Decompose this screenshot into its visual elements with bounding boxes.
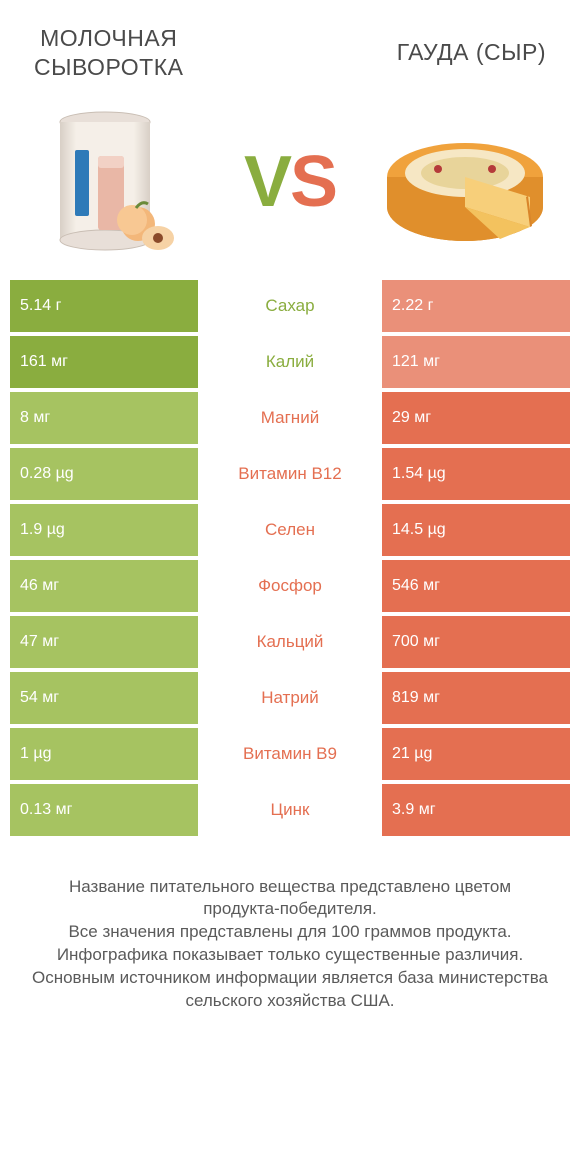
value-right: 21 µg: [382, 728, 570, 780]
table-row: 46 мгФосфор546 мг: [10, 560, 570, 612]
images-row: VS: [0, 82, 580, 280]
table-row: 161 мгКалий121 мг: [10, 336, 570, 388]
nutrient-label: Витамин B12: [198, 448, 382, 500]
value-left: 5.14 г: [10, 280, 198, 332]
table-row: 8 мгМагний29 мг: [10, 392, 570, 444]
value-left: 8 мг: [10, 392, 198, 444]
table-row: 54 мгНатрий819 мг: [10, 672, 570, 724]
title-right: ГАУДА (СЫР): [397, 38, 546, 67]
value-left: 1 µg: [10, 728, 198, 780]
vs-letter-s: S: [290, 142, 336, 222]
value-right: 14.5 µg: [382, 504, 570, 556]
value-right: 546 мг: [382, 560, 570, 612]
value-left: 1.9 µg: [10, 504, 198, 556]
table-row: 0.28 µgВитамин B121.54 µg: [10, 448, 570, 500]
table-row: 1.9 µgСелен14.5 µg: [10, 504, 570, 556]
nutrient-label: Цинк: [198, 784, 382, 836]
header: МОЛОЧНАЯ СЫВОРОТКА ГАУДА (СЫР): [0, 0, 580, 82]
whey-image: [30, 102, 200, 262]
table-row: 47 мгКальций700 мг: [10, 616, 570, 668]
nutrient-label: Фосфор: [198, 560, 382, 612]
title-left: МОЛОЧНАЯ СЫВОРОТКА: [34, 24, 183, 82]
nutrient-label: Кальций: [198, 616, 382, 668]
table-row: 0.13 мгЦинк3.9 мг: [10, 784, 570, 836]
nutrient-label: Сахар: [198, 280, 382, 332]
table-row: 1 µgВитамин B921 µg: [10, 728, 570, 780]
value-left: 46 мг: [10, 560, 198, 612]
vs-letter-v: V: [244, 142, 290, 222]
nutrient-label: Магний: [198, 392, 382, 444]
value-right: 819 мг: [382, 672, 570, 724]
comparison-table: 5.14 гСахар2.22 г161 мгКалий121 мг8 мгМа…: [0, 280, 580, 836]
table-row: 5.14 гСахар2.22 г: [10, 280, 570, 332]
value-right: 29 мг: [382, 392, 570, 444]
vs-label: VS: [244, 141, 336, 223]
value-right: 2.22 г: [382, 280, 570, 332]
value-left: 54 мг: [10, 672, 198, 724]
gouda-image: [380, 102, 550, 262]
value-left: 0.28 µg: [10, 448, 198, 500]
value-right: 121 мг: [382, 336, 570, 388]
nutrient-label: Селен: [198, 504, 382, 556]
value-right: 1.54 µg: [382, 448, 570, 500]
value-right: 700 мг: [382, 616, 570, 668]
nutrient-label: Калий: [198, 336, 382, 388]
value-left: 0.13 мг: [10, 784, 198, 836]
value-left: 47 мг: [10, 616, 198, 668]
nutrient-label: Натрий: [198, 672, 382, 724]
value-right: 3.9 мг: [382, 784, 570, 836]
footnote: Название питательного вещества представл…: [0, 840, 580, 1014]
nutrient-label: Витамин B9: [198, 728, 382, 780]
value-left: 161 мг: [10, 336, 198, 388]
